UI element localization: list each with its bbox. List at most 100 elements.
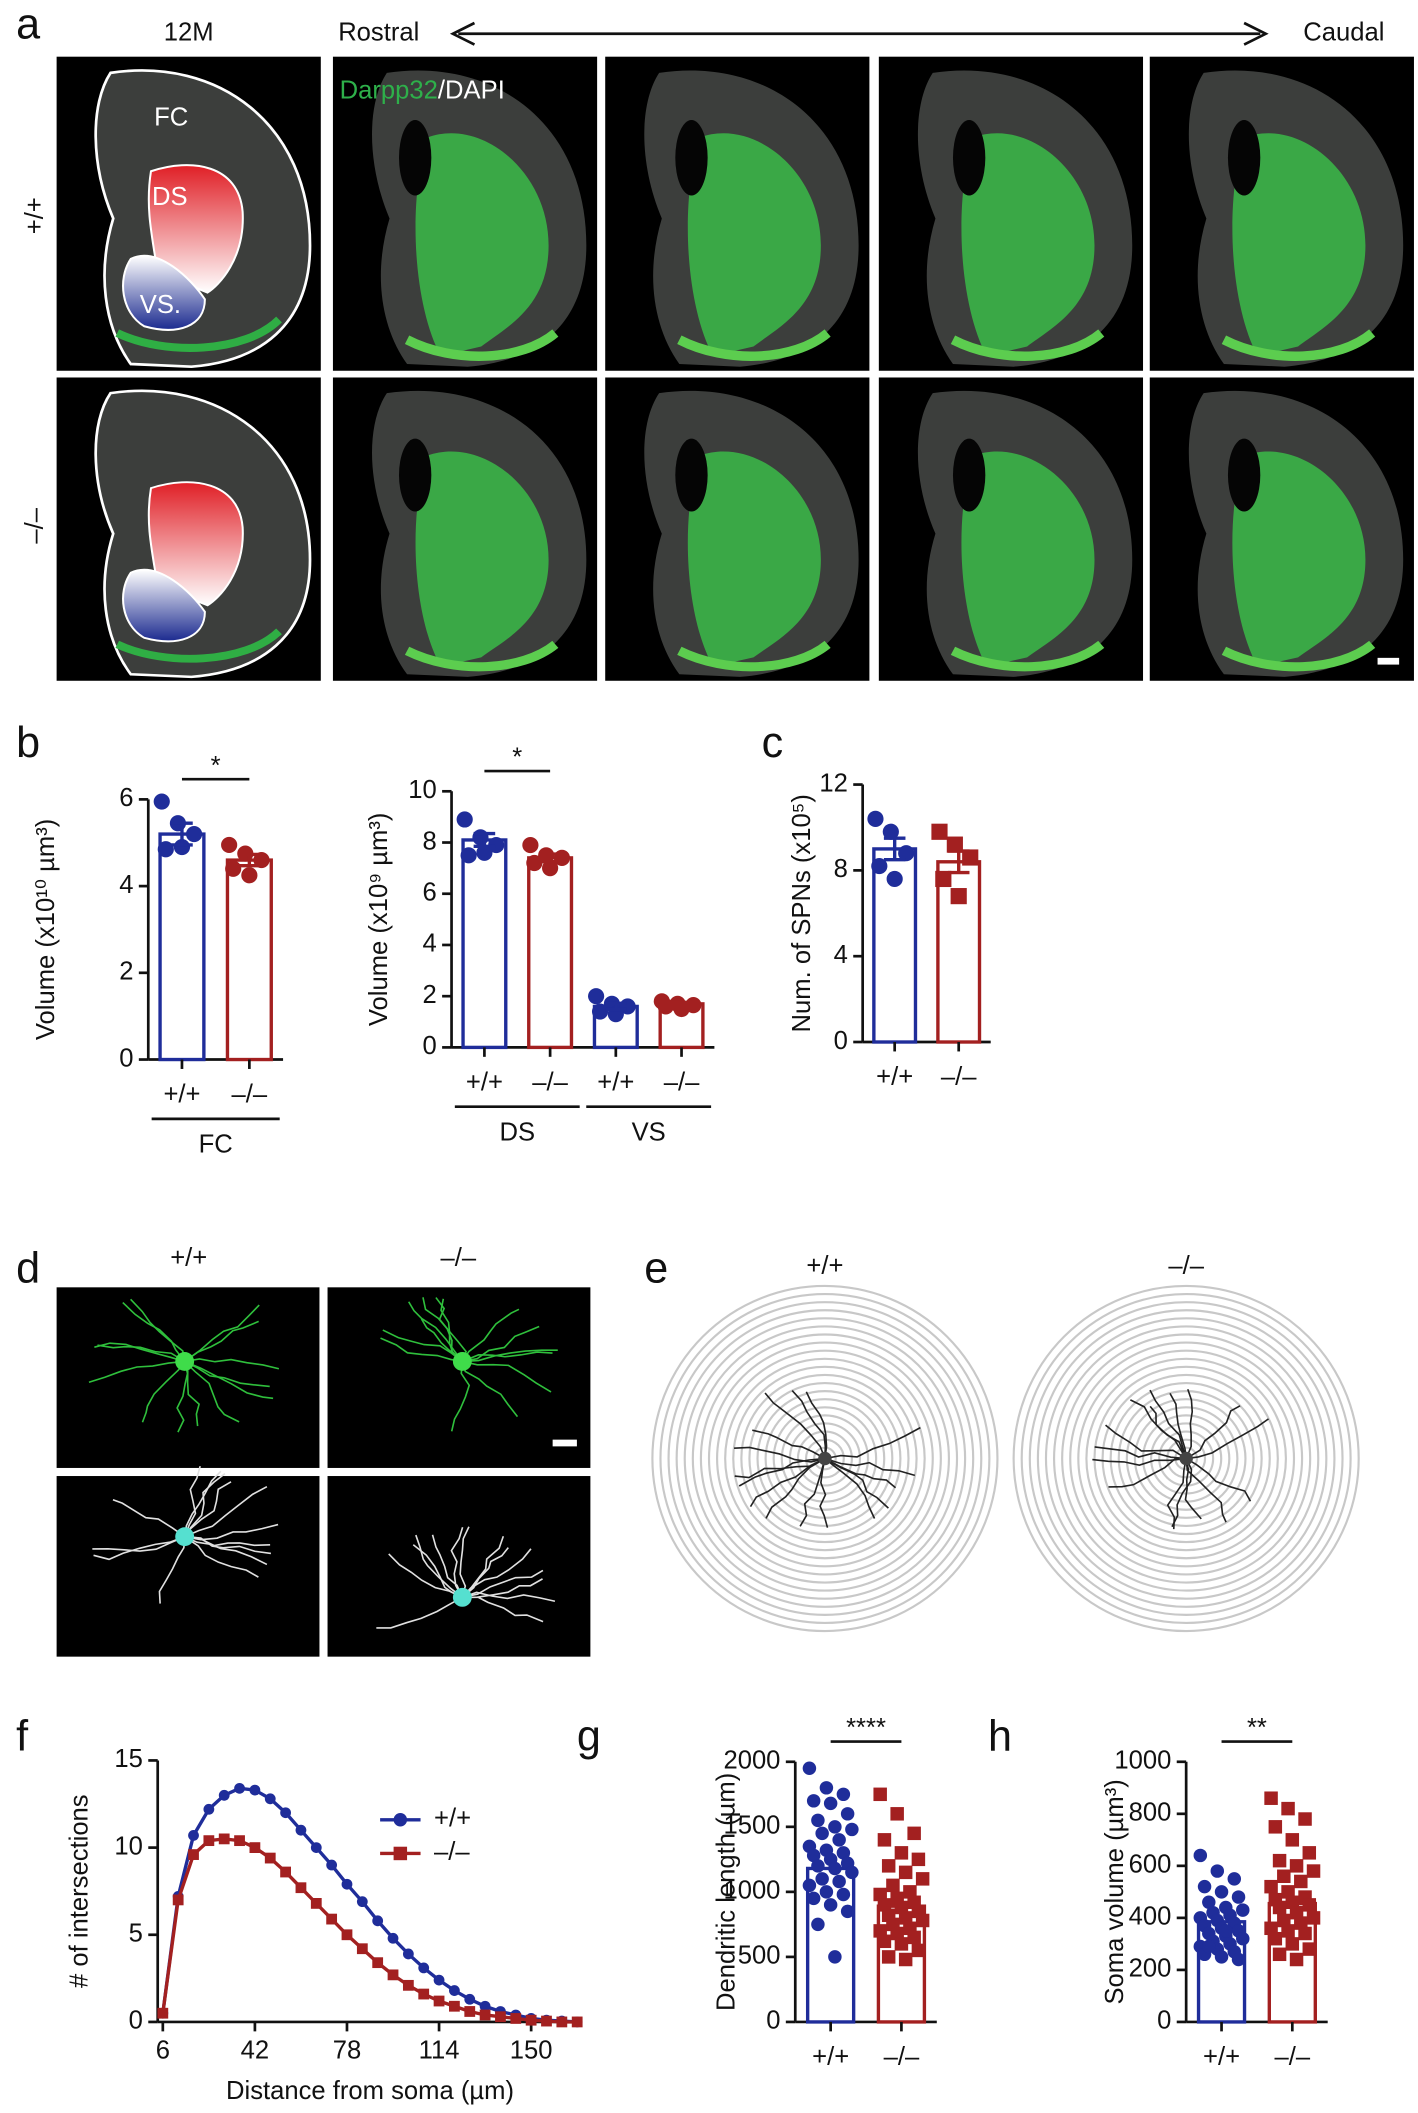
panel-label: e [644,1245,668,1293]
point [526,854,543,872]
dendrite [462,1349,558,1363]
x-tick-label: –/– [941,1063,977,1091]
y-tick-label: 15 [114,1745,143,1773]
stain-white: /DAPI [438,76,505,104]
significance-label: * [211,752,221,780]
green-edge [404,640,559,672]
point [877,1898,892,1912]
point [153,793,170,810]
dendrite [1171,1458,1193,1528]
y-tick-label: 0 [129,2007,143,2035]
point [894,1937,909,1951]
green-edge [950,329,1105,361]
point [310,1898,322,1909]
sholl-rings [651,1284,999,1633]
panel-label: h [988,1712,1012,1760]
point [310,1842,322,1854]
point [372,1915,384,1927]
scale-bar [552,1439,577,1447]
point [828,1950,842,1964]
x-tick-label: 6 [156,2036,170,2064]
ring [659,1292,991,1625]
section-image [878,56,1144,371]
point [815,1826,829,1841]
striatum [1232,451,1366,667]
neuron-image [56,1287,320,1468]
bar [225,858,273,1062]
group-label: DS [499,1118,535,1146]
dendrite [1169,1393,1187,1459]
point [341,1878,353,1890]
point [1298,1926,1312,1941]
y-axis-label: Num. of SPNs (x10⁵) [788,794,816,1032]
point [867,810,884,827]
chart: 0 200 400 600 800 1000 Soma volume (µm³) +/+ –/–… [1101,1714,1328,2071]
point [460,847,477,864]
point [433,1974,445,1986]
point [819,1781,834,1795]
y-tick-label: 2 [119,958,133,986]
point [542,860,559,877]
x-tick-label: 78 [333,2036,362,2064]
y-tick-label: 0 [422,1032,436,1060]
point [433,1995,445,2007]
dendrite [1105,1424,1187,1460]
dendrite [461,1308,520,1362]
striatum [1232,133,1366,356]
vs-region [122,254,206,331]
ds-region [147,481,244,607]
point [234,1835,245,1847]
chart: 0 5 10 15 # of intersections 6 42 78 114 150 Dista… [66,1745,583,2105]
y-tick-label: 6 [119,784,133,812]
point [221,836,238,853]
panel-label: b [16,719,40,767]
dendrite [112,1498,186,1538]
point [1219,1924,1233,1938]
ring [1133,1406,1239,1511]
dendrite [183,1470,222,1537]
ring [1077,1349,1296,1568]
point [832,1833,846,1847]
point [886,870,903,888]
soma [452,1352,472,1371]
y-tick-label: 500 [738,1942,781,1970]
dendrite [92,1535,185,1552]
point [479,2000,491,2012]
column-label: –/– [1168,1252,1204,1280]
ring [772,1406,878,1511]
y-axis-label: Dendritic length (µm) [713,1773,741,2011]
point [811,1917,825,1932]
point [1214,1950,1229,1964]
ring [748,1381,902,1536]
dendrite [462,1569,544,1599]
point [873,1787,887,1802]
point [1202,1895,1216,1910]
point [836,1846,851,1860]
point [1302,1898,1317,1912]
point [449,2000,460,2012]
point [898,1952,913,1967]
point [845,1865,859,1880]
panel-label: a [16,0,40,48]
dendrite [1185,1405,1241,1460]
dendrite [824,1426,921,1460]
point [1294,1916,1308,1930]
dendrite [824,1457,897,1489]
point [882,823,899,840]
point [898,1865,913,1880]
y-tick-label: 2 [422,981,436,1009]
significance-label: ** [1247,1714,1267,1742]
dendrite [184,1360,270,1388]
bar [158,832,206,1062]
striatum [961,451,1095,667]
point [911,1943,926,1958]
error-bar [947,849,970,875]
point [525,2014,537,2026]
dendrite [158,1536,186,1604]
error-bar [238,852,261,868]
dendrite [412,1544,463,1599]
point [1285,1895,1300,1910]
point [1210,1864,1225,1878]
point [811,1813,825,1828]
